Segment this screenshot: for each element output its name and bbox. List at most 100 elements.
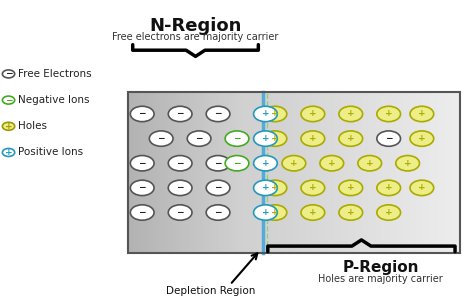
Circle shape <box>410 131 434 146</box>
Text: N-Region: N-Region <box>149 17 242 35</box>
Text: Free Electrons: Free Electrons <box>18 69 92 79</box>
Circle shape <box>2 122 15 130</box>
Text: +: + <box>262 159 269 168</box>
Text: +: + <box>366 159 374 168</box>
Text: Free electrons are majority carrier: Free electrons are majority carrier <box>112 32 279 42</box>
Circle shape <box>168 180 192 196</box>
Circle shape <box>149 131 173 146</box>
Text: +: + <box>5 122 12 131</box>
Circle shape <box>263 180 287 196</box>
Circle shape <box>168 106 192 122</box>
Text: +: + <box>309 183 317 192</box>
Circle shape <box>301 205 325 220</box>
Circle shape <box>130 180 154 196</box>
Text: −: − <box>214 183 222 192</box>
Text: −: − <box>176 208 184 217</box>
Text: −: − <box>138 183 146 192</box>
Circle shape <box>339 131 363 146</box>
Circle shape <box>320 156 344 171</box>
Circle shape <box>358 156 382 171</box>
Circle shape <box>282 156 306 171</box>
Text: −: − <box>176 183 184 192</box>
Circle shape <box>263 106 287 122</box>
Circle shape <box>2 96 15 104</box>
Circle shape <box>377 180 401 196</box>
Text: +: + <box>5 148 12 157</box>
Text: −: − <box>385 134 392 143</box>
Circle shape <box>339 106 363 122</box>
Text: +: + <box>385 208 392 217</box>
Text: −: − <box>233 159 241 168</box>
Text: Holes are majority carrier: Holes are majority carrier <box>318 274 443 283</box>
Text: +: + <box>418 109 426 119</box>
Text: −: − <box>233 134 241 143</box>
Circle shape <box>130 156 154 171</box>
Circle shape <box>206 106 230 122</box>
Text: +: + <box>262 183 269 192</box>
Text: −: − <box>176 109 184 119</box>
Circle shape <box>377 205 401 220</box>
Text: P-Region: P-Region <box>342 260 419 275</box>
Circle shape <box>410 180 434 196</box>
Circle shape <box>130 106 154 122</box>
Text: +: + <box>262 208 269 217</box>
Text: +: + <box>347 109 355 119</box>
Text: +: + <box>309 134 317 143</box>
Bar <box>128 92 460 253</box>
Text: Holes: Holes <box>18 121 47 131</box>
Circle shape <box>254 205 277 220</box>
Text: +: + <box>309 208 317 217</box>
Text: +: + <box>418 134 426 143</box>
Text: +: + <box>271 208 279 217</box>
Text: +: + <box>328 159 336 168</box>
Circle shape <box>339 205 363 220</box>
Circle shape <box>168 205 192 220</box>
Circle shape <box>187 131 211 146</box>
Text: −: − <box>195 134 203 143</box>
Text: −: − <box>214 109 222 119</box>
Text: +: + <box>309 109 317 119</box>
Circle shape <box>254 131 277 146</box>
Text: Positive Ions: Positive Ions <box>18 148 83 157</box>
Text: +: + <box>290 159 298 168</box>
Circle shape <box>339 180 363 196</box>
Text: +: + <box>385 109 392 119</box>
Text: +: + <box>271 109 279 119</box>
Text: −: − <box>157 134 165 143</box>
Text: −: − <box>5 69 12 79</box>
Circle shape <box>301 131 325 146</box>
Circle shape <box>377 106 401 122</box>
Text: +: + <box>262 109 269 119</box>
Circle shape <box>206 180 230 196</box>
Circle shape <box>301 106 325 122</box>
Text: −: − <box>138 109 146 119</box>
Text: −: − <box>214 159 222 168</box>
Circle shape <box>263 131 287 146</box>
Circle shape <box>377 131 401 146</box>
Circle shape <box>263 205 287 220</box>
Text: +: + <box>418 183 426 192</box>
Circle shape <box>2 148 15 156</box>
Circle shape <box>396 156 419 171</box>
Text: +: + <box>385 183 392 192</box>
Circle shape <box>254 180 277 196</box>
Text: −: − <box>138 159 146 168</box>
Circle shape <box>168 156 192 171</box>
Text: −: − <box>214 208 222 217</box>
Circle shape <box>410 106 434 122</box>
Circle shape <box>225 131 249 146</box>
Text: +: + <box>262 134 269 143</box>
Text: −: − <box>138 208 146 217</box>
Text: −: − <box>176 159 184 168</box>
Circle shape <box>130 205 154 220</box>
Circle shape <box>206 156 230 171</box>
Text: −: − <box>5 95 12 105</box>
Circle shape <box>2 70 15 78</box>
Circle shape <box>254 106 277 122</box>
Text: +: + <box>347 208 355 217</box>
Text: +: + <box>404 159 411 168</box>
Circle shape <box>254 156 277 171</box>
Text: +: + <box>347 183 355 192</box>
Text: +: + <box>347 134 355 143</box>
Text: Negative Ions: Negative Ions <box>18 95 90 105</box>
